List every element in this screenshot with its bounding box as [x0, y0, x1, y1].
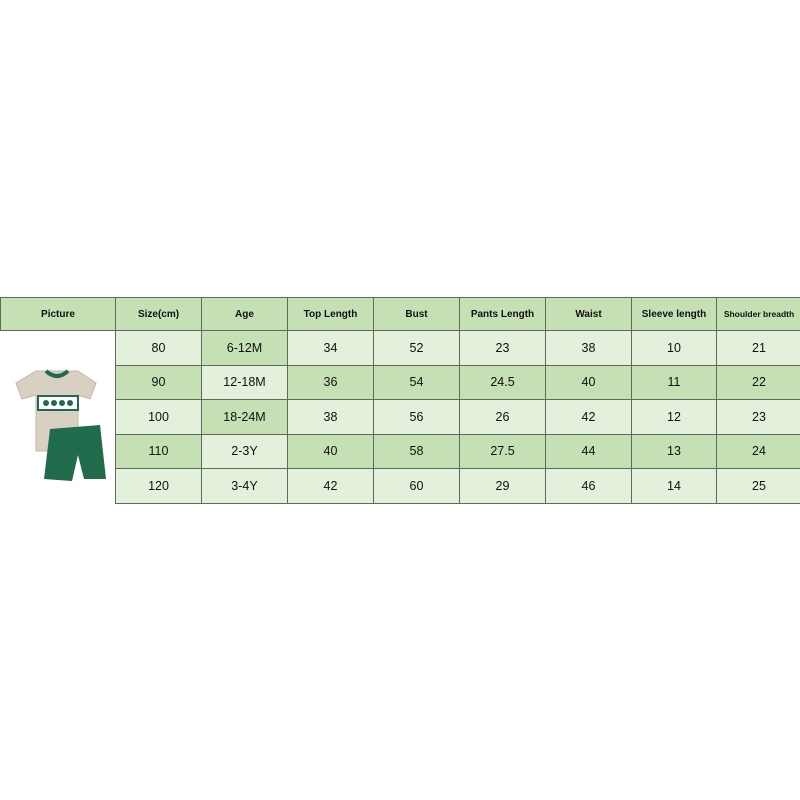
table-cell: 21 [716, 330, 800, 366]
table-row: 80 6-12M 34 52 23 38 10 21 [0, 330, 800, 503]
table-cell: 54 [373, 364, 460, 400]
table-cell: 52 [373, 330, 460, 366]
table-cell: 90 [115, 364, 202, 400]
column-header: Top Length [287, 297, 374, 331]
table-cell: 10 [631, 330, 717, 366]
table-cell: 25 [716, 468, 800, 504]
column-header: Waist [545, 297, 632, 331]
table-row: 110 2-3Y 40 58 27.5 44 13 24 [1, 433, 800, 469]
table-cell: 44 [545, 433, 632, 469]
table-cell: 27.5 [459, 433, 546, 469]
table-cell: 46 [545, 468, 632, 504]
table-cell: 40 [287, 433, 374, 469]
column-header: Age [201, 297, 288, 331]
table-row: 90 12-18M 36 54 24.5 40 11 22 [1, 364, 800, 400]
table-cell: 26 [459, 399, 546, 435]
table-cell: 38 [287, 399, 374, 435]
table-cell: 38 [545, 330, 632, 366]
table-cell: 14 [631, 468, 717, 504]
table-cell: 13 [631, 433, 717, 469]
picture-cell [0, 330, 116, 503]
column-header: Shoulder breadth [716, 297, 800, 331]
table-cell: 60 [373, 468, 460, 504]
table-cell: 36 [287, 364, 374, 400]
table-cell: 42 [545, 399, 632, 435]
table-cell: 12-18M [201, 364, 288, 400]
table-cell: 2-3Y [201, 433, 288, 469]
table-cell: 22 [716, 364, 800, 400]
table-cell: 56 [373, 399, 460, 435]
table-cell: 18-24M [201, 399, 288, 435]
table-cell: 24.5 [459, 364, 546, 400]
column-header: Pants Length [459, 297, 546, 331]
table-cell: 11 [631, 364, 717, 400]
table-row: 100 18-24M 38 56 26 42 12 23 [1, 399, 800, 435]
table-cell: 29 [459, 468, 546, 504]
column-header: Picture [0, 297, 116, 331]
column-header: Size(cm) [115, 297, 202, 331]
table-cell: 3-4Y [201, 468, 288, 504]
table-cell: 120 [115, 468, 202, 504]
table-cell: 23 [459, 330, 546, 366]
column-header: Sleeve length [631, 297, 717, 331]
table-cell: 42 [287, 468, 374, 504]
header-row: Picture Size(cm) Age Top Length Bust Pants Le… [0, 297, 800, 331]
table-cell: 40 [545, 364, 632, 400]
table-cell: 12 [631, 399, 717, 435]
table-cell: 110 [115, 433, 202, 469]
column-header: Bust [373, 297, 460, 331]
size-chart-table: Picture Size(cm) Age Top Length Bust Pants Le… [0, 297, 800, 504]
table-cell: 100 [115, 399, 202, 435]
table-cell: 58 [373, 433, 460, 469]
shorts-icon [43, 424, 106, 481]
table-cell: 24 [716, 433, 800, 469]
outfit-image [15, 368, 106, 481]
table-row: 120 3-4Y 42 60 29 46 14 25 [1, 468, 800, 504]
table-cell: 34 [287, 330, 374, 366]
table-cell: 80 [115, 330, 202, 366]
table-cell: 23 [716, 399, 800, 435]
table-cell: 6-12M [201, 330, 288, 366]
